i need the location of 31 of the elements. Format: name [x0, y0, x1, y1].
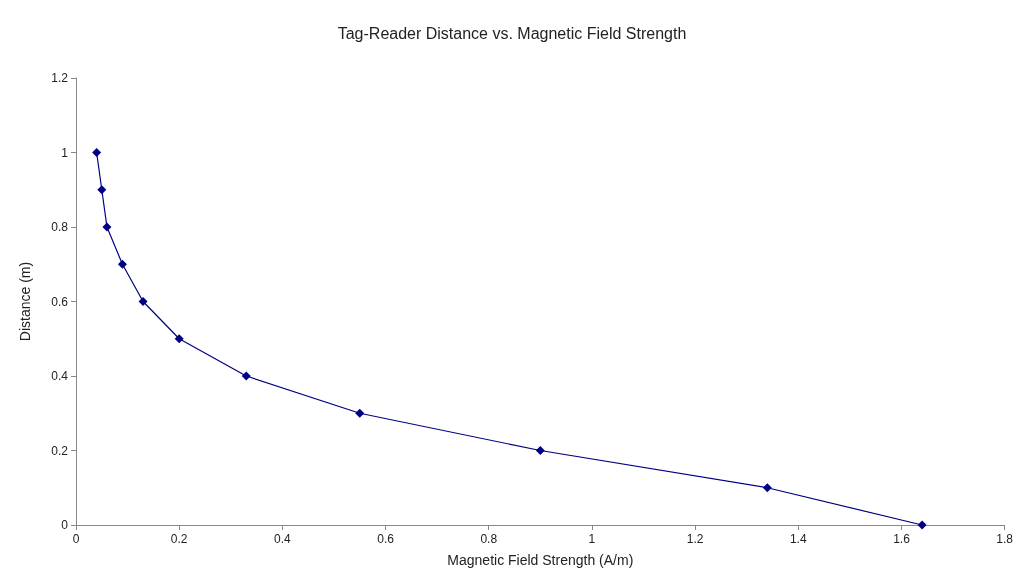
- y-tick-label: 0.2: [51, 443, 69, 458]
- point: [138, 297, 148, 306]
- x-tick-label: 1.8: [996, 532, 1014, 546]
- y-tick-label: 1.2: [51, 71, 69, 85]
- point: [117, 259, 127, 269]
- point: [762, 483, 772, 493]
- x-tick-label: 0.8: [480, 532, 498, 546]
- point: [535, 446, 545, 455]
- y-tick-label: 0.6: [51, 294, 69, 309]
- x-tick-label: 1.2: [686, 532, 704, 546]
- point: [102, 222, 112, 232]
- point: [917, 520, 927, 530]
- y-tick-label: 1: [61, 145, 69, 160]
- x-tick-label: 0: [72, 532, 80, 546]
- x-tick-label: 0.6: [377, 532, 395, 546]
- x-tick-label: 0.4: [274, 532, 292, 546]
- point: [97, 185, 107, 195]
- x-tick-label: 0.2: [170, 532, 188, 546]
- y-tick-label: 0.4: [51, 369, 69, 383]
- x-axis-title: Magnetic Field Strength (A/m): [447, 552, 634, 568]
- point: [174, 334, 184, 344]
- x-tick-label: 1.4: [789, 532, 807, 546]
- x-tick-label: 1: [588, 532, 596, 546]
- y-axis-title: Distance (m): [17, 261, 33, 342]
- chart-title: Tag-Reader Distance vs. Magnetic Field Strength: [337, 24, 687, 42]
- point: [355, 408, 365, 418]
- point: [92, 148, 102, 157]
- point: [241, 371, 251, 381]
- x-tick-label: 1.6: [893, 532, 911, 546]
- y-tick-label: 0: [61, 518, 69, 532]
- y-tick-label: 0.8: [51, 220, 69, 234]
